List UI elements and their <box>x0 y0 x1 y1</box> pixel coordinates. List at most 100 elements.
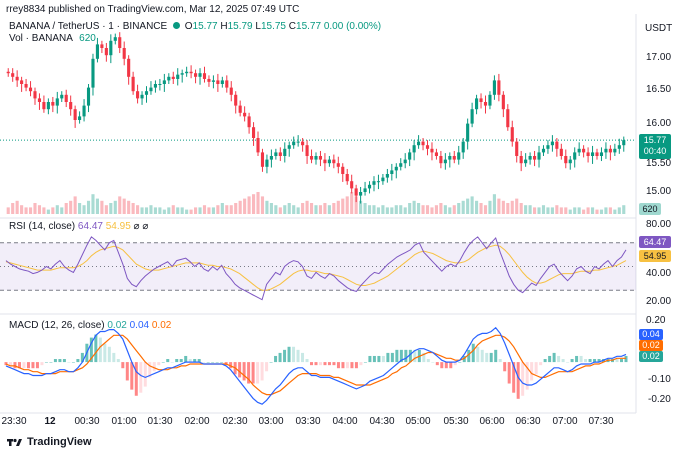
candle <box>470 109 474 124</box>
time-tick: 07:00 <box>552 416 578 427</box>
candle <box>350 181 354 189</box>
volume-bar <box>6 207 10 214</box>
candle <box>345 174 349 182</box>
candle <box>448 156 452 160</box>
candle <box>408 152 412 160</box>
macd-histogram-bar <box>422 352 426 363</box>
macd-histogram-bar <box>71 362 75 363</box>
macd-tick: 0.20 <box>646 315 666 326</box>
volume-bar <box>367 205 372 214</box>
candle <box>149 87 153 92</box>
macd-histogram-bar <box>238 362 242 378</box>
candle <box>573 152 577 160</box>
macd-histogram-bar <box>247 362 251 384</box>
candle <box>367 184 372 189</box>
candle <box>202 73 207 79</box>
volume-bar <box>202 205 207 214</box>
macd-histogram-bar <box>206 362 210 363</box>
volume-bar <box>78 203 82 214</box>
candle <box>599 152 604 156</box>
volume-bar <box>189 209 193 214</box>
macd-histogram-bar <box>552 352 556 363</box>
candle <box>376 181 381 183</box>
candle <box>28 87 33 92</box>
volume-bar <box>305 200 309 214</box>
candle <box>488 94 492 106</box>
rsi-label[interactable]: RSI (14, close) <box>9 221 76 232</box>
rsi-band <box>0 242 636 291</box>
volume-bar <box>113 200 117 214</box>
macd-histogram-bar <box>274 355 278 363</box>
macd-histogram-bar <box>112 352 116 363</box>
macd-histogram-bar <box>62 359 66 363</box>
volume-bar <box>590 207 595 214</box>
candle <box>550 141 554 146</box>
volume-bar <box>595 209 599 214</box>
candle <box>381 177 385 182</box>
candle <box>91 58 95 88</box>
volume-label[interactable]: Vol · BANANA <box>9 33 73 44</box>
macd-label[interactable]: MACD (12, 26, close) <box>9 320 105 331</box>
candle <box>466 123 470 142</box>
volume-bar <box>73 196 77 214</box>
candle <box>564 156 568 164</box>
macd-histogram-bar <box>404 349 408 363</box>
volume-bar <box>211 207 215 214</box>
candle <box>6 71 10 74</box>
candle <box>11 73 15 77</box>
macd-histogram-bar <box>211 362 215 363</box>
volume-bar <box>153 207 157 214</box>
candle <box>501 94 505 110</box>
candle <box>582 148 586 153</box>
volume-bar <box>318 205 323 214</box>
candle <box>354 188 358 196</box>
rsi-ma-tag: 54.95 <box>639 250 671 262</box>
candle <box>104 48 108 56</box>
tradingview-logo: TradingView <box>7 436 92 448</box>
macd-histogram-bar <box>8 362 12 366</box>
candle <box>430 148 434 153</box>
rsi-line <box>5 236 627 301</box>
time-axis[interactable]: 23:30 12 00:30 01:00 01:30 02:00 02:30 03:00 03:… <box>0 416 636 430</box>
macd-tick: -0.10 <box>648 374 671 385</box>
candle <box>546 145 550 149</box>
candle <box>118 37 122 48</box>
candle <box>403 159 407 164</box>
candle <box>506 109 510 128</box>
volume-bar <box>247 196 251 214</box>
candle <box>394 166 398 171</box>
candle <box>385 174 389 178</box>
volume-bar <box>278 207 282 214</box>
macd-histogram-bar <box>31 362 35 369</box>
volume-bar <box>622 205 626 214</box>
currency-label[interactable]: USDT <box>645 23 673 34</box>
volume-bar <box>301 203 305 214</box>
macd-signal-value: 0.02 <box>151 320 172 331</box>
volume-bar <box>260 196 265 214</box>
candle <box>417 141 421 146</box>
symbol-title[interactable]: BANANA / TetherUS · 1 · BINANCE <box>9 21 168 32</box>
volume-bar <box>443 205 447 214</box>
volume-bar <box>345 196 349 214</box>
time-tick: 01:30 <box>147 416 173 427</box>
candle <box>60 94 64 99</box>
volume-bar <box>381 205 385 214</box>
macd-histogram-bar <box>426 359 430 363</box>
candle <box>622 140 626 146</box>
macd-histogram-bar <box>561 359 565 363</box>
volume-bar <box>350 192 354 214</box>
macd-histogram-bar <box>386 352 390 363</box>
candle <box>421 141 425 146</box>
candle <box>296 141 300 143</box>
volume-bar <box>439 203 443 214</box>
volume-bar <box>586 207 590 214</box>
volume-bar <box>256 192 260 214</box>
volume-bar <box>488 200 492 214</box>
candle <box>327 159 331 164</box>
volume-bar <box>225 205 229 214</box>
volume-bar <box>60 207 64 214</box>
volume-bar <box>434 205 438 214</box>
macd-histogram-bar <box>278 352 282 363</box>
volume-bar <box>287 203 291 214</box>
